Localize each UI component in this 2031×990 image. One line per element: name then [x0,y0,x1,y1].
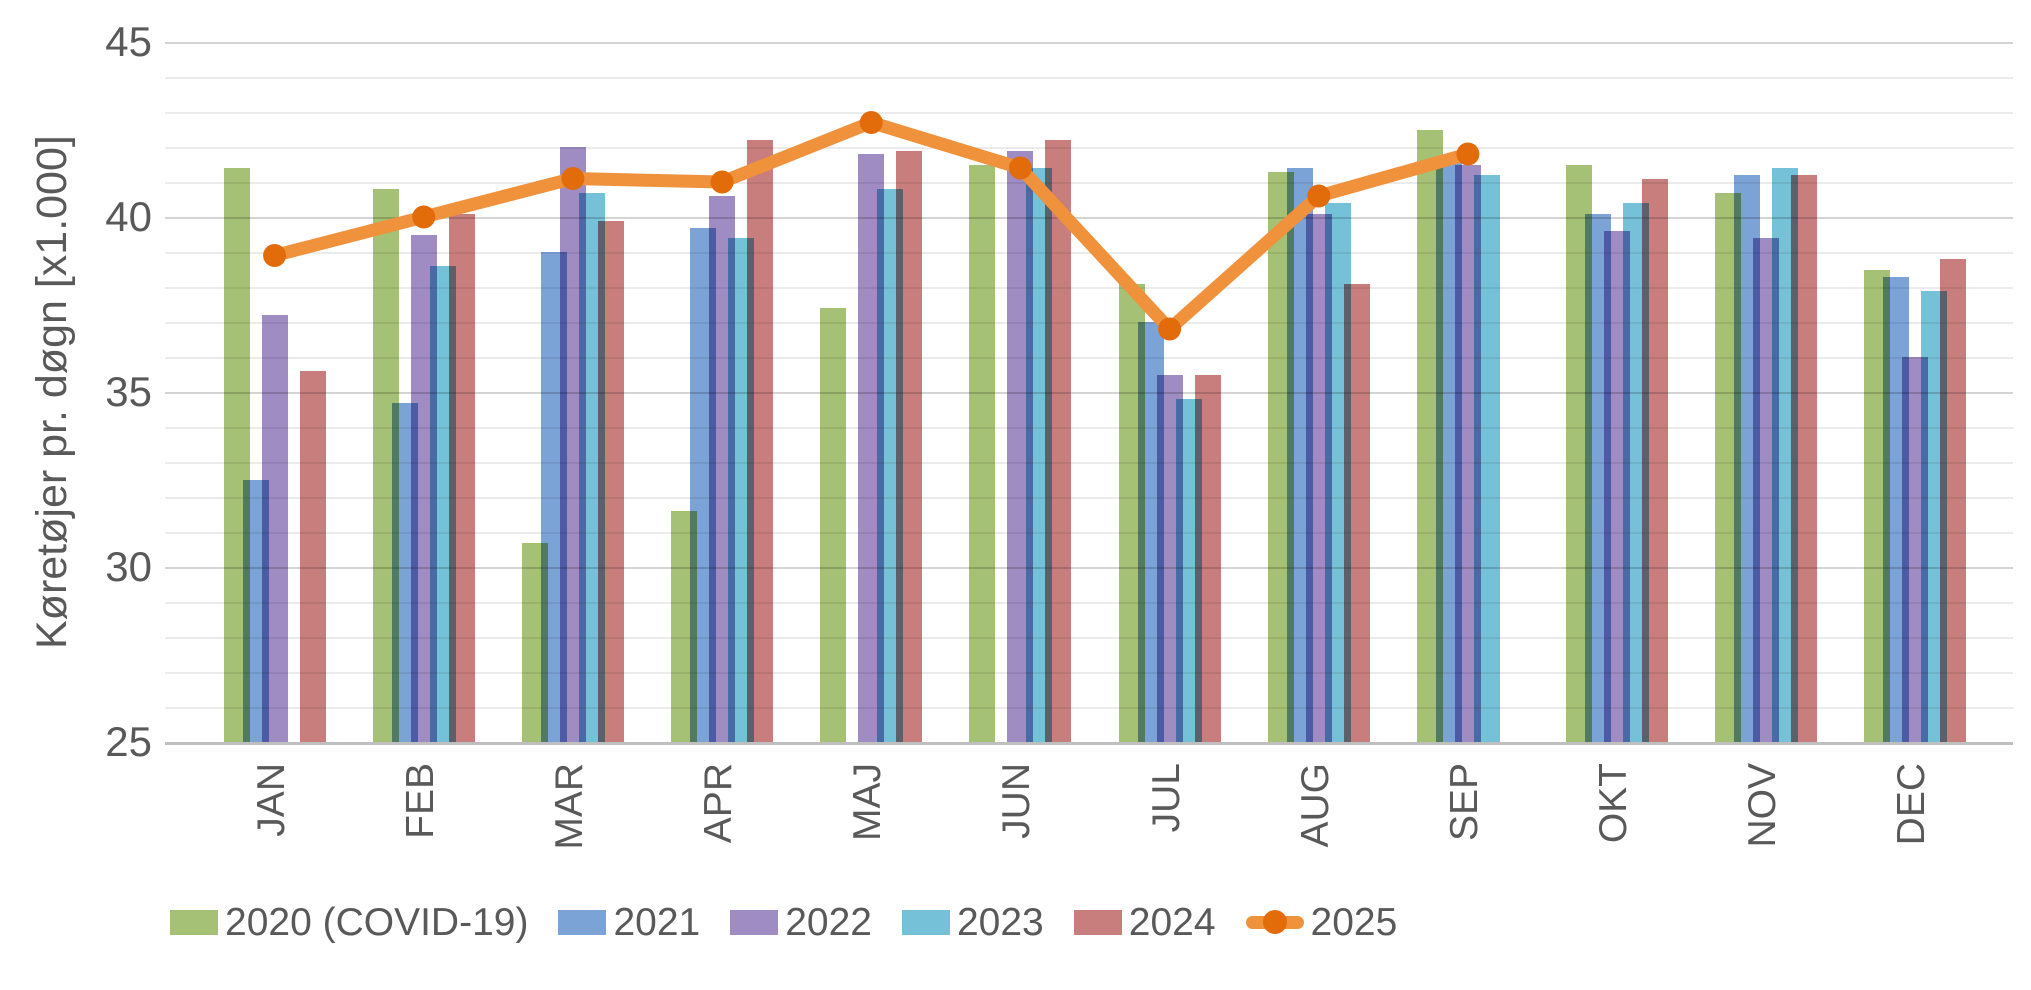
bar-2024-JUL [1194,374,1221,742]
gridline-34 [165,427,2013,429]
y-tick-25: 25 [105,718,152,765]
point-2025-JAN [263,244,287,267]
gridline-30 [165,567,2013,569]
x-label-MAJ: MAJ [846,763,890,841]
x-label-JUN: JUN [995,763,1039,839]
bar-2020-JUN [969,164,996,742]
x-label-MAR: MAR [547,763,591,850]
gridline-42 [165,147,2013,149]
legend-label-2022: 2022 [785,900,872,944]
legend-label-2021: 2021 [613,900,701,944]
legend-swatch-2021 [558,909,607,935]
gridline-28 [165,637,2013,639]
legend-item-2025: 2025 [1245,900,1398,944]
gridline-32 [165,497,2013,499]
legend-item-2020: 2020 (COVID-19) [170,903,528,942]
legend: 2020 (COVID-19) 2021 2022 2023 2024 2025 [170,896,1397,948]
bar-2023-SEP [1473,175,1500,742]
bar-2024-FEB [448,213,475,742]
x-label-DEC: DEC [1890,763,1934,846]
bar-2024-AUG [1343,283,1370,742]
x-label-NOV: NOV [1741,763,1785,848]
bar-2024-DEC [1940,259,1967,742]
bar-2024-MAR [597,220,624,742]
x-label-FEB: FEB [398,763,442,839]
legend-swatch-2022 [730,909,779,935]
bar-2022-JAN [261,315,288,742]
gridline-26 [165,707,2013,709]
x-label-JUL: JUL [1144,763,1188,833]
bar-2020-MAJ [820,308,847,742]
gridline-29 [165,602,2013,604]
x-label-APR: APR [697,763,741,844]
x-label-SEP: SEP [1442,763,1486,842]
y-tick-35: 35 [105,368,152,415]
bar-2024-JUN [1045,140,1072,742]
gridline-45 [165,42,2013,44]
x-label-OKT: OKT [1592,763,1636,844]
bar-2024-APR [747,140,774,742]
x-label-JAN: JAN [249,763,293,837]
x-label-AUG: AUG [1293,763,1337,848]
bar-2024-MAJ [896,150,923,742]
gridline-31 [165,532,2013,534]
gridline-25 [165,742,2013,745]
legend-swatch-2020 [170,909,218,935]
bar-2024-NOV [1791,175,1818,742]
gridline-35 [165,392,2013,394]
y-tick-40: 40 [105,193,152,240]
legend-item-2024: 2024 [1073,900,1216,944]
legend-label-2024: 2024 [1128,900,1216,944]
legend-line-glyph-2025 [1245,910,1304,934]
legend-label-2025: 2025 [1310,900,1398,944]
legend-item-2023: 2023 [901,900,1044,944]
gridline-44 [165,77,2013,79]
legend-label-2020: 2020 (COVID-19) [225,900,529,944]
point-2025-MAJ [859,111,883,134]
bar-2024-JAN [299,371,326,742]
legend-item-2022: 2022 [730,903,872,942]
gridline-36 [165,357,2013,359]
y-tick-45: 45 [105,18,152,65]
legend-label-2023: 2023 [956,900,1044,944]
legend-swatch-2023 [901,909,950,935]
legend-item-2021: 2021 [558,903,700,942]
bar-2024-OKT [1642,178,1669,742]
gridline-43 [165,112,2013,114]
y-tick-30: 30 [105,543,152,590]
gridline-27 [165,672,2013,674]
legend-marker-dot [1262,910,1287,934]
gridline-33 [165,462,2013,464]
legend-swatch-2024 [1073,909,1122,935]
